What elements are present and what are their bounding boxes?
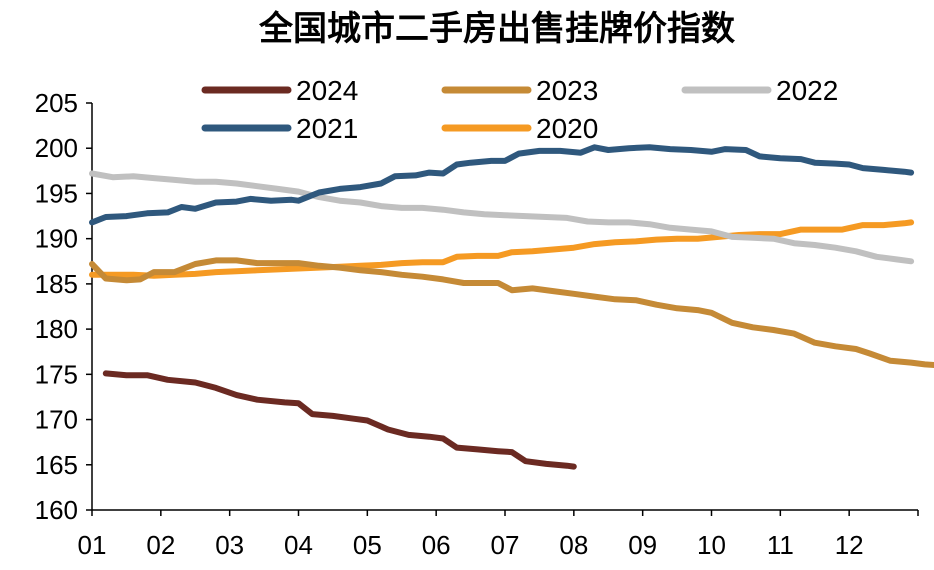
legend-label-2024: 2024 bbox=[296, 75, 358, 106]
x-tick-label: 05 bbox=[353, 530, 382, 560]
series-line-2022 bbox=[89, 170, 915, 265]
x-tick-label: 04 bbox=[284, 530, 313, 560]
series-line-2023 bbox=[89, 257, 934, 368]
series-layer bbox=[89, 144, 934, 470]
series-line-2020 bbox=[89, 219, 915, 279]
y-tick-label: 160 bbox=[35, 495, 78, 525]
chart-legend: 2024 2023 2022 2021 2020 bbox=[201, 75, 838, 144]
y-tick-label: 200 bbox=[35, 133, 78, 163]
y-tick-label: 190 bbox=[35, 224, 78, 254]
x-tick-label: 02 bbox=[146, 530, 175, 560]
series-line-2024 bbox=[102, 370, 577, 470]
y-tick-label: 175 bbox=[35, 359, 78, 389]
y-tick-label: 205 bbox=[35, 88, 78, 118]
x-tick-label: 01 bbox=[78, 530, 107, 560]
x-tick-label: 09 bbox=[628, 530, 657, 560]
y-tick-label: 180 bbox=[35, 314, 78, 344]
x-tick-label: 10 bbox=[697, 530, 726, 560]
chart-title: 全国城市二手房出售挂牌价指数 bbox=[258, 9, 735, 49]
series-line-2021 bbox=[89, 144, 915, 226]
x-tick-label: 08 bbox=[559, 530, 588, 560]
x-tick-label: 06 bbox=[422, 530, 451, 560]
legend-label-2021: 2021 bbox=[296, 113, 358, 144]
x-tick-label: 03 bbox=[215, 530, 244, 560]
y-tick-label: 165 bbox=[35, 450, 78, 480]
legend-label-2023: 2023 bbox=[536, 75, 598, 106]
y-tick-label: 195 bbox=[35, 178, 78, 208]
x-tick-label: 12 bbox=[835, 530, 864, 560]
legend-label-2020: 2020 bbox=[536, 113, 598, 144]
y-tick-label: 185 bbox=[35, 269, 78, 299]
x-tick-label: 07 bbox=[491, 530, 520, 560]
y-tick-label: 170 bbox=[35, 405, 78, 435]
x-tick-label: 11 bbox=[767, 530, 794, 560]
legend-label-2022: 2022 bbox=[776, 75, 838, 106]
